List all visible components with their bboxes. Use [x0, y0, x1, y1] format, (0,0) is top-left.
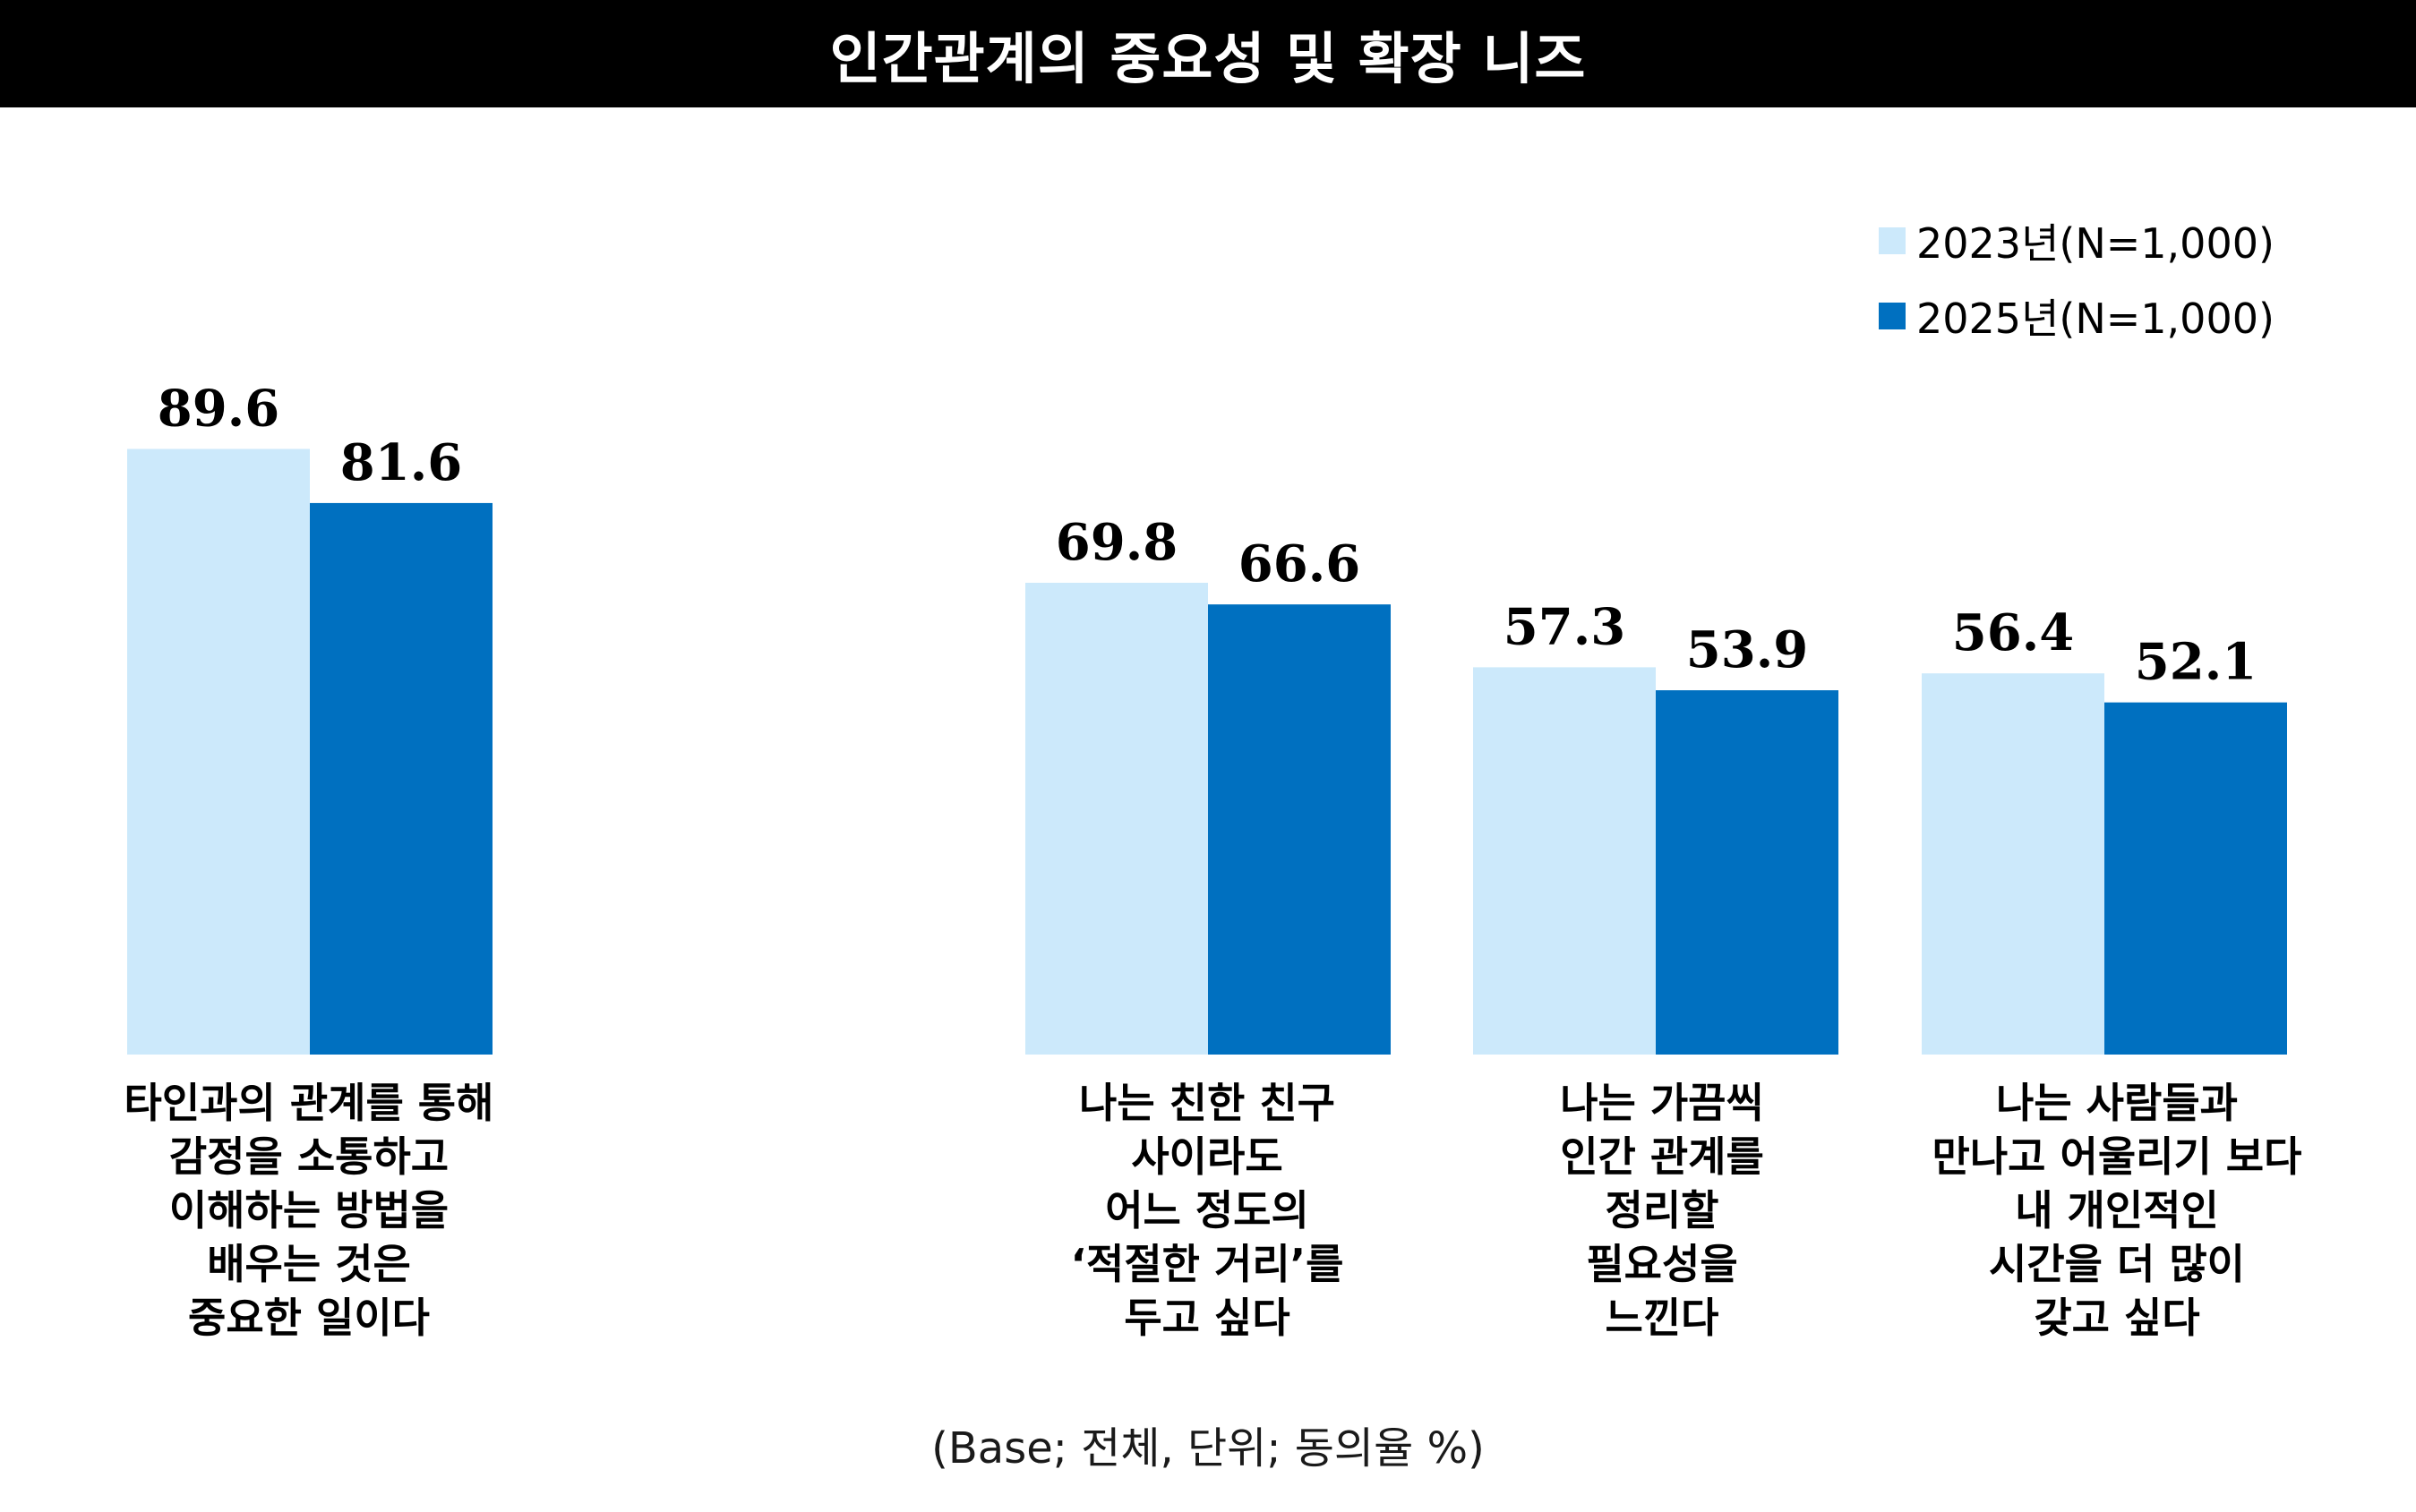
- legend-item-2025: 2025년(N=1,000): [1879, 290, 2380, 343]
- footnote: (Base; 전체, 단위; 동의율 %): [931, 1423, 1485, 1474]
- category-label-1: 타인과의 관계를 통해 감정을 소통하고 이해하는 방법을 배우는 것은 중요한…: [58, 1076, 560, 1345]
- category-label-line: 배우는 것은: [207, 1240, 411, 1288]
- legend-label-2025: 2025년(N=1,000): [1916, 295, 2275, 343]
- category-label-line: 인간 관계를: [1560, 1132, 1764, 1181]
- category-label-line: 나는 사람들과: [1996, 1079, 2238, 1127]
- bar-2023-3: [1473, 667, 1656, 1055]
- bar-2025-3: [1656, 690, 1838, 1055]
- category-label-4: 나는 사람들과 만나고 어울리기 보다 내 개인적인 시간을 더 많이 갖고 싶…: [1866, 1076, 2368, 1345]
- chart-title: 인간관계의 중요성 및 확장 니즈: [829, 26, 1587, 91]
- category-label-line: 중요한 일이다: [188, 1294, 430, 1342]
- bar-2025-1: [310, 502, 493, 1055]
- legend-label-2023: 2023년(N=1,000): [1916, 219, 2275, 268]
- category-label-line: 필요성을: [1586, 1240, 1738, 1288]
- category-label-line: 감정을 소통하고: [168, 1132, 450, 1181]
- category-label-3: 나는 가끔씩 인간 관계를 정리할 필요성을 느낀다: [1411, 1076, 1913, 1345]
- category-label-line: 만나고 어울리기 보다: [1932, 1132, 2302, 1181]
- category-label-line: 이해하는 방법을: [168, 1186, 450, 1234]
- category-label-line: 시간을 더 많이: [1989, 1240, 2245, 1288]
- data-label-2025-1: 81.6: [340, 433, 462, 492]
- bar-2025-2: [1208, 604, 1391, 1055]
- bar-2023-2: [1025, 583, 1208, 1055]
- data-label-2023-4: 56.4: [1952, 603, 2074, 662]
- bar-2023-1: [127, 448, 310, 1055]
- legend-swatch-2023: [1879, 227, 1906, 254]
- data-label-2023-1: 89.6: [158, 380, 279, 439]
- category-label-line: 타인과의 관계를 통해: [124, 1079, 494, 1127]
- bar-2025-4: [2104, 702, 2287, 1055]
- category-label-line: 나는 가끔씩: [1560, 1079, 1764, 1127]
- category-label-line: 느낀다: [1605, 1294, 1719, 1342]
- category-label-line: 나는 친한 친구: [1079, 1079, 1335, 1127]
- bar-2023-4: [1922, 673, 2104, 1055]
- data-label-2025-2: 66.6: [1238, 534, 1360, 594]
- category-label-line: 정리할: [1605, 1186, 1719, 1234]
- legend-item-2023: 2023년(N=1,000): [1879, 215, 2380, 268]
- category-label-2: 나는 친한 친구 사이라도 어느 정도의 ‘적절한 거리’를 두고 싶다: [956, 1076, 1458, 1345]
- data-label-2025-3: 53.9: [1686, 620, 1808, 679]
- data-label-2023-3: 57.3: [1504, 597, 1625, 656]
- data-label-2023-2: 69.8: [1056, 513, 1178, 572]
- category-label-line: 내 개인적인: [2015, 1186, 2219, 1234]
- category-label-line: 두고 싶다: [1124, 1294, 1290, 1342]
- category-label-line: 어느 정도의: [1105, 1186, 1309, 1234]
- title-bar: 인간관계의 중요성 및 확장 니즈: [0, 0, 2416, 107]
- category-label-line: 사이라도: [1131, 1132, 1283, 1181]
- legend: 2023년(N=1,000) 2025년(N=1,000): [1879, 215, 2380, 365]
- legend-swatch-2025: [1879, 303, 1906, 329]
- category-label-line: ‘적절한 거리’를: [1070, 1240, 1344, 1288]
- category-label-line: 갖고 싶다: [2034, 1294, 2200, 1342]
- data-label-2025-4: 52.1: [2135, 633, 2257, 692]
